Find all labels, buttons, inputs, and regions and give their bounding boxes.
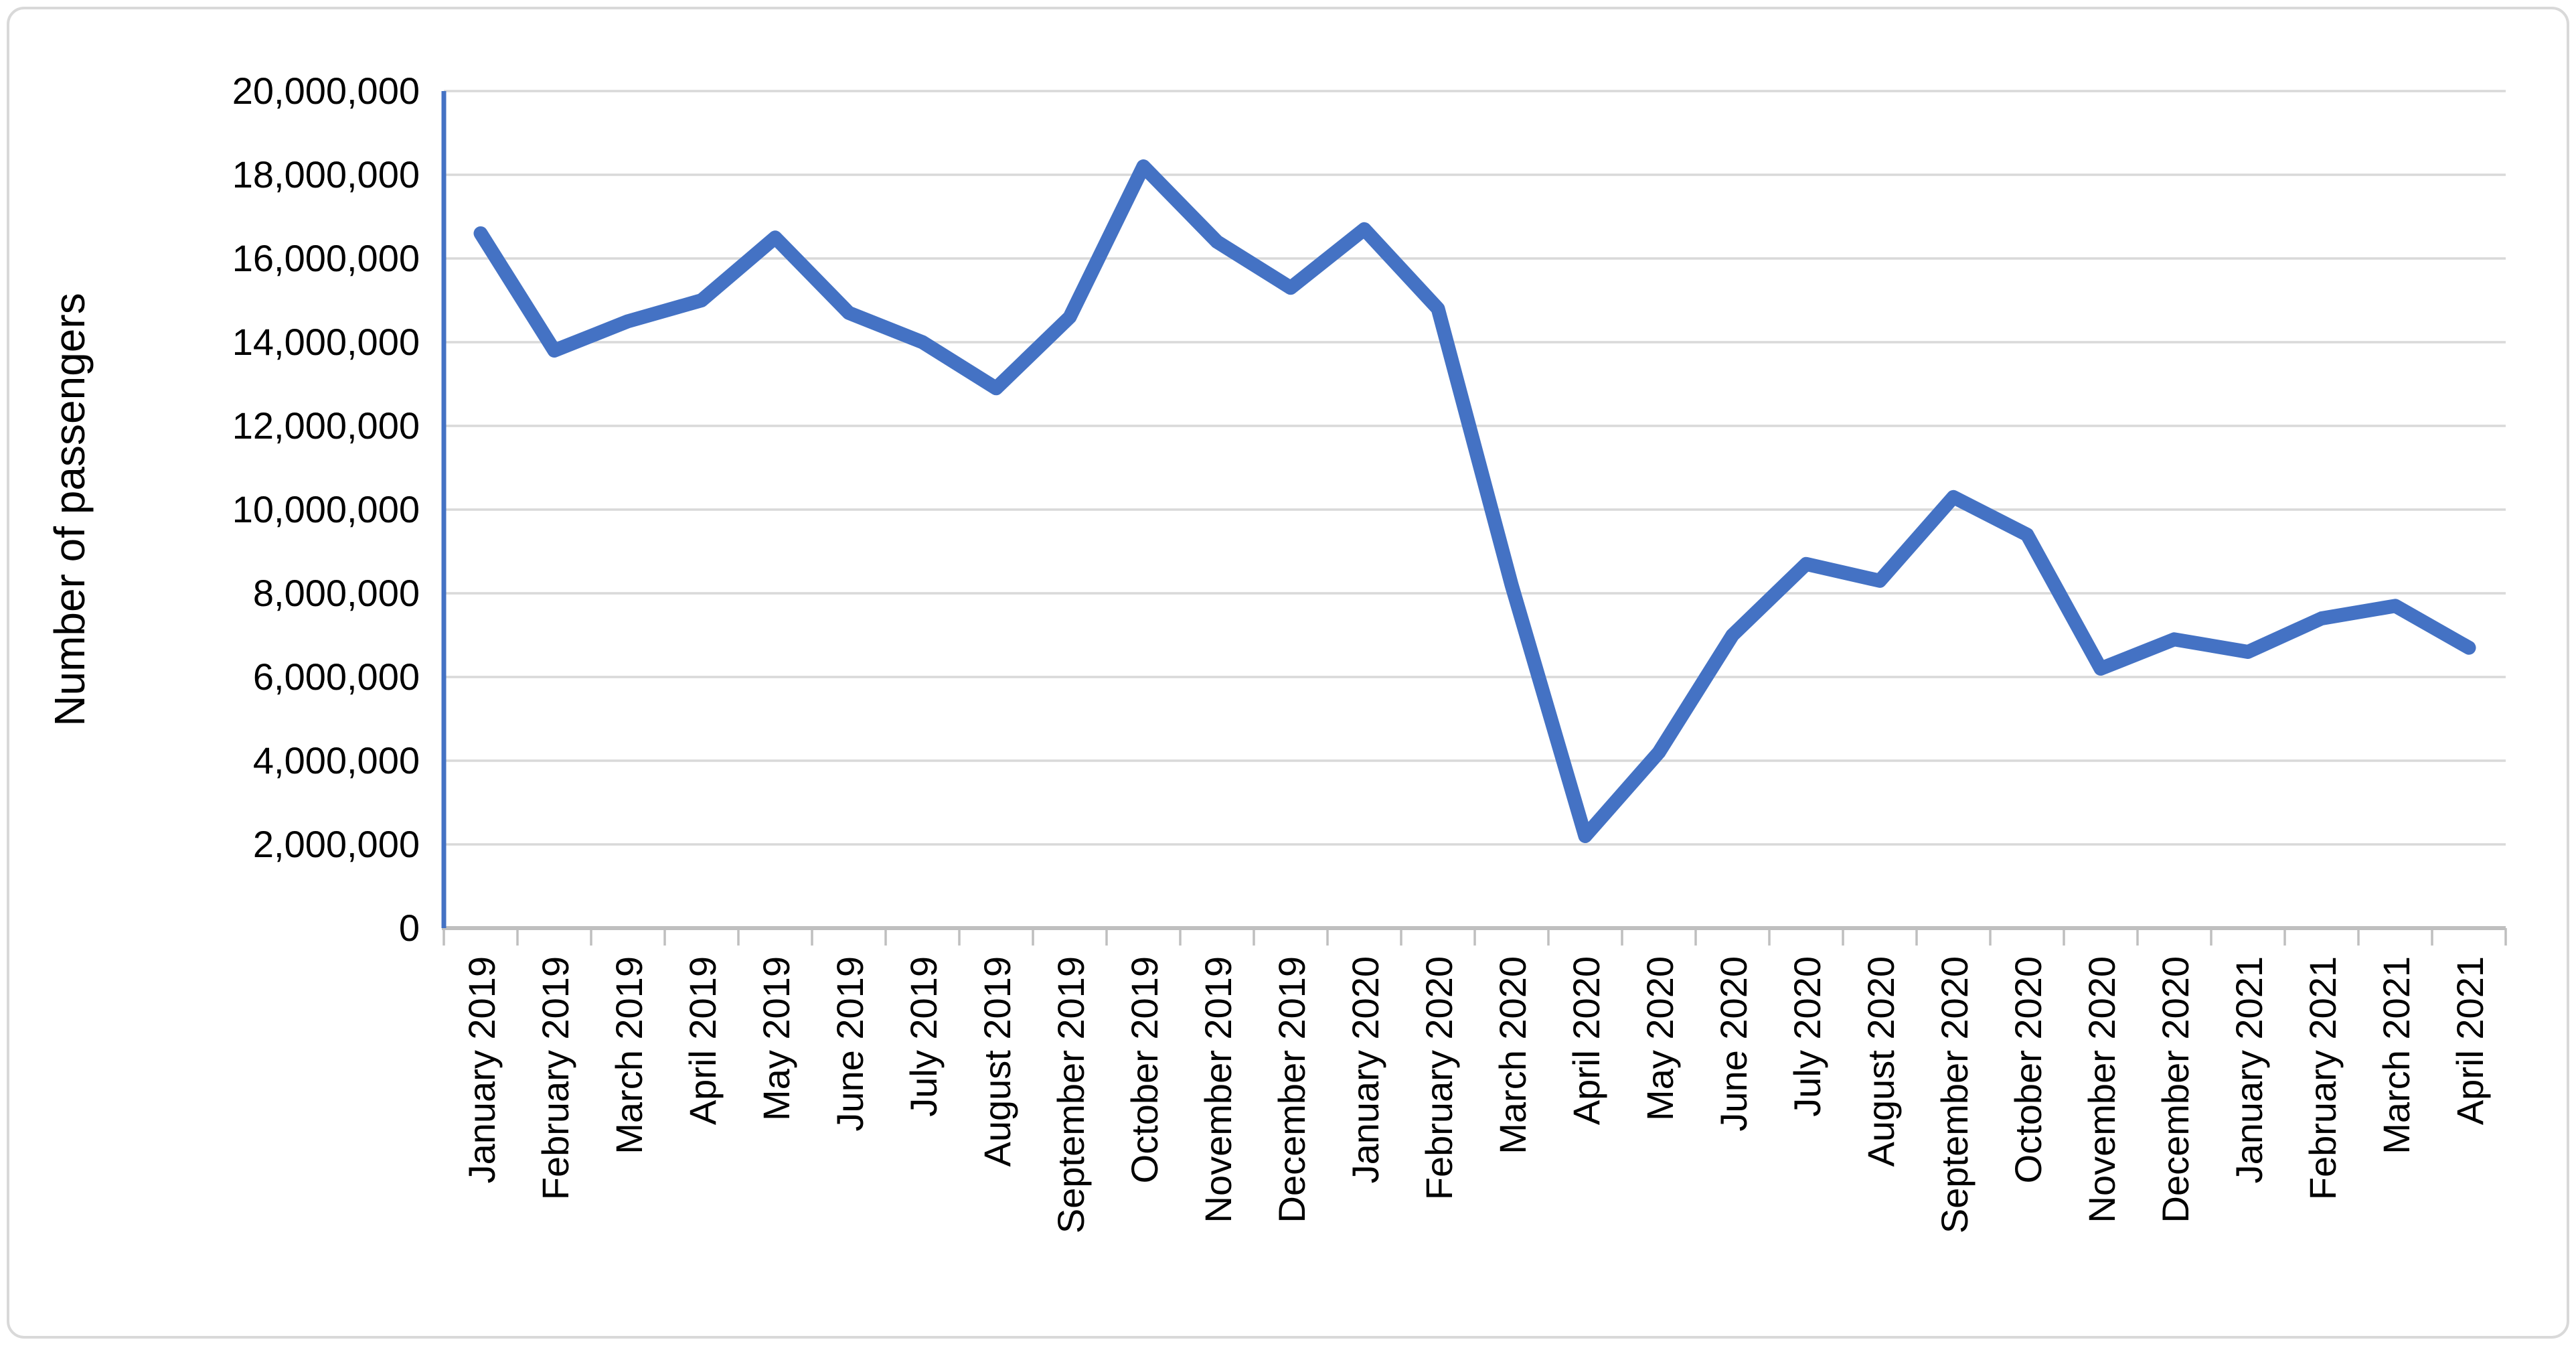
y-tick-label: 20,000,000 <box>232 70 420 112</box>
y-tick-label: 2,000,000 <box>253 823 420 865</box>
x-category-label: May 2019 <box>755 956 797 1121</box>
x-category-label: April 2019 <box>681 956 724 1125</box>
x-category-label: January 2020 <box>1344 956 1386 1183</box>
x-category-label: March 2019 <box>608 956 650 1154</box>
y-tick-label: 8,000,000 <box>253 572 420 614</box>
series-line <box>473 159 2476 843</box>
x-category-label: June 2020 <box>1712 956 1755 1132</box>
x-category-label: March 2020 <box>1492 956 1534 1154</box>
y-tick-label: 10,000,000 <box>232 488 420 530</box>
y-tick-label: 12,000,000 <box>232 404 420 447</box>
x-category-label: November 2019 <box>1197 956 1239 1223</box>
x-category-label: January 2021 <box>2228 956 2270 1183</box>
x-category-label: August 2020 <box>1860 956 1902 1166</box>
y-tick-label: 4,000,000 <box>253 739 420 781</box>
y-tick-label: 6,000,000 <box>253 656 420 698</box>
x-category-label: February 2019 <box>534 956 576 1200</box>
x-category-label: April 2020 <box>1565 956 1607 1125</box>
passengers-line-chart: 0 2,000,000 4,000,000 6,000,000 8,000,000 10,… <box>46 70 2507 1233</box>
x-category-label: October 2019 <box>1123 956 1165 1183</box>
y-tick-labels: 0 2,000,000 4,000,000 6,000,000 8,000,000 10,… <box>232 70 420 949</box>
x-category-label: March 2021 <box>2375 956 2417 1154</box>
y-tick-label: 14,000,000 <box>232 321 420 363</box>
x-category-label: February 2020 <box>1418 956 1460 1200</box>
x-category-label: December 2020 <box>2154 956 2196 1223</box>
x-category-label: June 2019 <box>829 956 871 1132</box>
x-category-label: April 2021 <box>2449 956 2491 1125</box>
y-tick-label: 0 <box>399 907 420 949</box>
x-category-label: January 2019 <box>461 956 503 1183</box>
x-category-label: September 2020 <box>1933 956 1976 1233</box>
x-category-label: July 2019 <box>902 956 945 1117</box>
x-category-label: December 2019 <box>1271 956 1313 1223</box>
x-category-label: September 2019 <box>1050 956 1092 1233</box>
x-category-label: July 2020 <box>1786 956 1828 1117</box>
y-axis-title: Number of passengers <box>46 293 94 726</box>
x-category-label: May 2020 <box>1639 956 1681 1121</box>
x-category-labels: January 2019 February 2019 March 2019 April… <box>461 956 2491 1233</box>
y-tick-label: 18,000,000 <box>232 153 420 196</box>
x-category-label: October 2020 <box>2007 956 2049 1183</box>
x-category-label: February 2021 <box>2302 956 2344 1200</box>
chart-frame: 0 2,000,000 4,000,000 6,000,000 8,000,000 10,… <box>7 7 2569 1339</box>
x-axis <box>442 926 2507 946</box>
x-category-label: November 2020 <box>2081 956 2123 1223</box>
x-category-label: August 2019 <box>976 956 1018 1166</box>
y-tick-label: 16,000,000 <box>232 237 420 279</box>
